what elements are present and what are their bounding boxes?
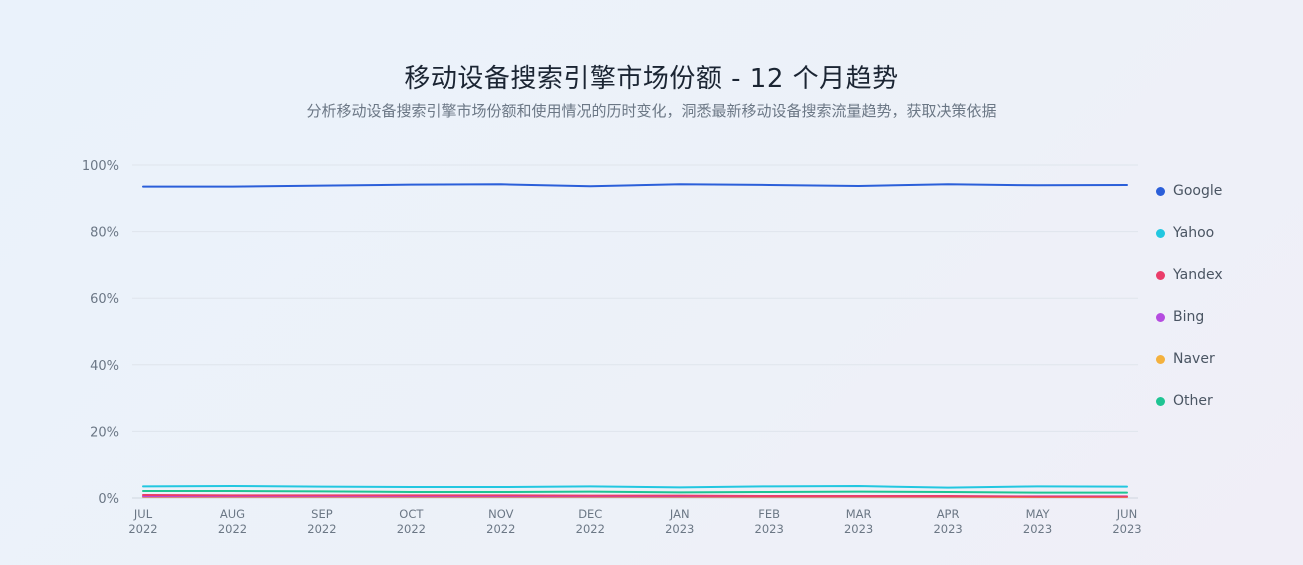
y-axis-ticks: 0% 20% 40% 60% 80% 100% — [82, 159, 119, 507]
x-tick-label: OCT 2022 — [397, 507, 426, 536]
x-tick-month: OCT — [399, 507, 424, 521]
x-tick-month: JUN — [1116, 507, 1137, 521]
x-tick-year: 2022 — [397, 522, 426, 536]
x-tick-month: NOV — [488, 507, 513, 521]
x-tick-year: 2023 — [1023, 522, 1052, 536]
legend-label: Naver — [1173, 351, 1215, 367]
x-tick-label: MAR 2023 — [844, 507, 873, 536]
legend-item-yandex[interactable]: Yandex — [1156, 254, 1223, 296]
x-tick-month: FEB — [758, 507, 780, 521]
y-tick-label: 20% — [90, 425, 119, 440]
y-tick-label: 0% — [98, 492, 119, 507]
x-tick-year: 2023 — [665, 522, 694, 536]
legend-color-dot — [1156, 228, 1165, 238]
x-tick-label: JUL 2022 — [128, 507, 157, 536]
x-tick-year: 2023 — [933, 522, 962, 536]
x-tick-label: AUG 2022 — [218, 507, 247, 536]
x-tick-year: 2022 — [307, 522, 336, 536]
legend-color-dot — [1156, 354, 1165, 364]
legend-label: Google — [1173, 183, 1223, 199]
legend-color-dot — [1156, 396, 1165, 406]
series-line-yandex[interactable] — [142, 494, 1128, 498]
x-tick-label: APR 2023 — [933, 507, 962, 536]
chart-legend: Google Yahoo Yandex Bing Naver Other — [1156, 170, 1223, 422]
legend-label: Yahoo — [1173, 225, 1215, 241]
legend-color-dot — [1156, 312, 1165, 322]
series-lines — [142, 183, 1128, 498]
x-tick-month: APR — [937, 507, 960, 521]
x-tick-month: DEC — [578, 507, 602, 521]
legend-item-other[interactable]: Other — [1156, 380, 1223, 422]
x-tick-label: DEC 2022 — [576, 507, 605, 536]
legend-item-google[interactable]: Google — [1156, 170, 1223, 212]
x-tick-label: FEB 2023 — [755, 507, 784, 536]
y-tick-label: 40% — [90, 359, 119, 374]
x-tick-year: 2023 — [755, 522, 784, 536]
legend-color-dot — [1156, 186, 1165, 196]
legend-label: Bing — [1173, 309, 1205, 325]
x-tick-label: MAY 2023 — [1023, 507, 1052, 536]
x-tick-year: 2022 — [486, 522, 515, 536]
x-tick-month: JUL — [133, 507, 153, 521]
grid-lines — [132, 164, 1138, 499]
series-line-google[interactable] — [142, 183, 1128, 188]
legend-label: Other — [1173, 393, 1213, 409]
x-tick-year: 2023 — [844, 522, 873, 536]
y-tick-label: 60% — [90, 292, 119, 307]
legend-item-yahoo[interactable]: Yahoo — [1156, 212, 1223, 254]
legend-color-dot — [1156, 270, 1165, 280]
x-tick-label: SEP 2022 — [307, 507, 336, 536]
legend-label: Yandex — [1173, 267, 1223, 283]
x-tick-month: JAN — [669, 507, 690, 521]
x-tick-year: 2023 — [1112, 522, 1141, 536]
x-tick-month: AUG — [220, 507, 245, 521]
x-tick-year: 2022 — [576, 522, 605, 536]
legend-item-bing[interactable]: Bing — [1156, 296, 1223, 338]
x-tick-month: SEP — [311, 507, 333, 521]
series-line-other[interactable] — [142, 490, 1128, 494]
legend-item-naver[interactable]: Naver — [1156, 338, 1223, 380]
x-tick-year: 2022 — [128, 522, 157, 536]
y-tick-label: 100% — [82, 159, 119, 174]
x-tick-month: MAY — [1026, 507, 1051, 521]
x-tick-label: NOV 2022 — [486, 507, 515, 536]
chart-title: 移动设备搜索引擎市场份额 - 12 个月趋势 — [404, 64, 899, 94]
x-tick-label: JUN 2023 — [1112, 507, 1141, 536]
x-tick-month: MAR — [846, 507, 872, 521]
x-tick-label: JAN 2023 — [665, 507, 694, 536]
series-line-yahoo[interactable] — [142, 485, 1128, 489]
x-tick-year: 2022 — [218, 522, 247, 536]
y-tick-label: 80% — [90, 226, 119, 241]
chart-subtitle: 分析移动设备搜索引擎市场份额和使用情况的历时变化，洞悉最新移动设备搜索流量趋势，… — [306, 102, 997, 120]
